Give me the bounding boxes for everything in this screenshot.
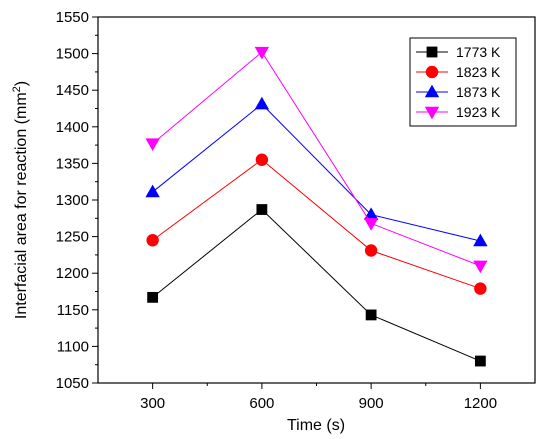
legend-item-1: 1823 K: [416, 64, 501, 80]
data-point-1-2: [364, 244, 378, 257]
y-tick-label-1450: 1450: [56, 82, 89, 99]
series-1: [146, 153, 487, 295]
x-axis-title: Time (s): [287, 417, 345, 434]
x-tick-label-1200: 1200: [464, 395, 497, 412]
data-point-1-3: [474, 282, 487, 295]
legend: 1773 K 1823 K 1873 K 1923 K: [409, 37, 517, 127]
series-2: [145, 96, 488, 247]
data-point-1-0: [146, 234, 159, 247]
data-point-0-0: [147, 291, 159, 303]
legend-marker-0: [426, 46, 438, 58]
y-axis-title-end: ): [13, 81, 30, 86]
legend-marker-3: [424, 106, 440, 120]
x-tick-label-600: 600: [249, 395, 274, 412]
data-point-3-2: [363, 218, 379, 231]
legend-item-3: 1923 K: [416, 104, 501, 120]
series-layer: [145, 46, 488, 367]
data-point-2-3: [473, 233, 488, 247]
data-point-3-3: [473, 260, 488, 274]
series-3: [145, 46, 488, 274]
y-tick-label-1100: 1100: [57, 338, 89, 355]
data-point-2-0: [145, 184, 160, 198]
y-tick-label-1350: 1350: [56, 155, 89, 172]
data-point-0-1: [256, 204, 268, 215]
y-tick-label-1300: 1300: [56, 192, 89, 209]
x-tick-label-900: 900: [359, 395, 384, 412]
y-tick-label-1500: 1500: [56, 46, 89, 63]
y-tick-label-1250: 1250: [56, 229, 89, 246]
legend-items: 1773 K 1823 K 1873 K 1923 K: [416, 44, 501, 120]
x-tick-label-300: 300: [140, 395, 165, 412]
series-line-1: [152, 159, 481, 290]
y-tick-label-1050: 1050: [56, 375, 89, 392]
y-tick-label-1200: 1200: [56, 265, 89, 282]
y-axis-title-main: Interfacial area for reaction (mm: [13, 92, 30, 319]
legend-item-2: 1873 K: [416, 84, 501, 100]
series-0: [147, 204, 486, 367]
y-tick-label-1550: 1550: [56, 9, 89, 26]
y-axis-title-superscript: 2: [11, 86, 23, 92]
legend-label-0: 1773 K: [456, 44, 501, 60]
series-line-3: [152, 51, 481, 267]
axis-ticks: 1050 1100 1150 1200 1250 1300 1350 1400 1450 1500…: [56, 9, 497, 412]
legend-marker-1: [425, 65, 439, 79]
legend-label-2: 1873 K: [456, 84, 501, 100]
legend-label-3: 1923 K: [456, 104, 501, 120]
data-point-2-1: [254, 96, 270, 110]
data-point-3-1: [254, 46, 270, 60]
series-line-0: [152, 208, 481, 362]
data-point-1-1: [255, 153, 269, 166]
series-line-2: [152, 103, 481, 242]
data-point-0-2: [365, 309, 377, 321]
legend-marker-2: [424, 84, 440, 98]
data-point-0-3: [474, 355, 486, 367]
y-axis-title: Interfacial area for reaction (mm2): [11, 81, 30, 319]
legend-item-0: 1773 K: [416, 44, 501, 60]
data-point-3-0: [145, 138, 160, 151]
y-tick-label-1150: 1150: [57, 302, 89, 319]
legend-label-1: 1823 K: [456, 64, 501, 80]
y-tick-label-1400: 1400: [56, 119, 89, 136]
